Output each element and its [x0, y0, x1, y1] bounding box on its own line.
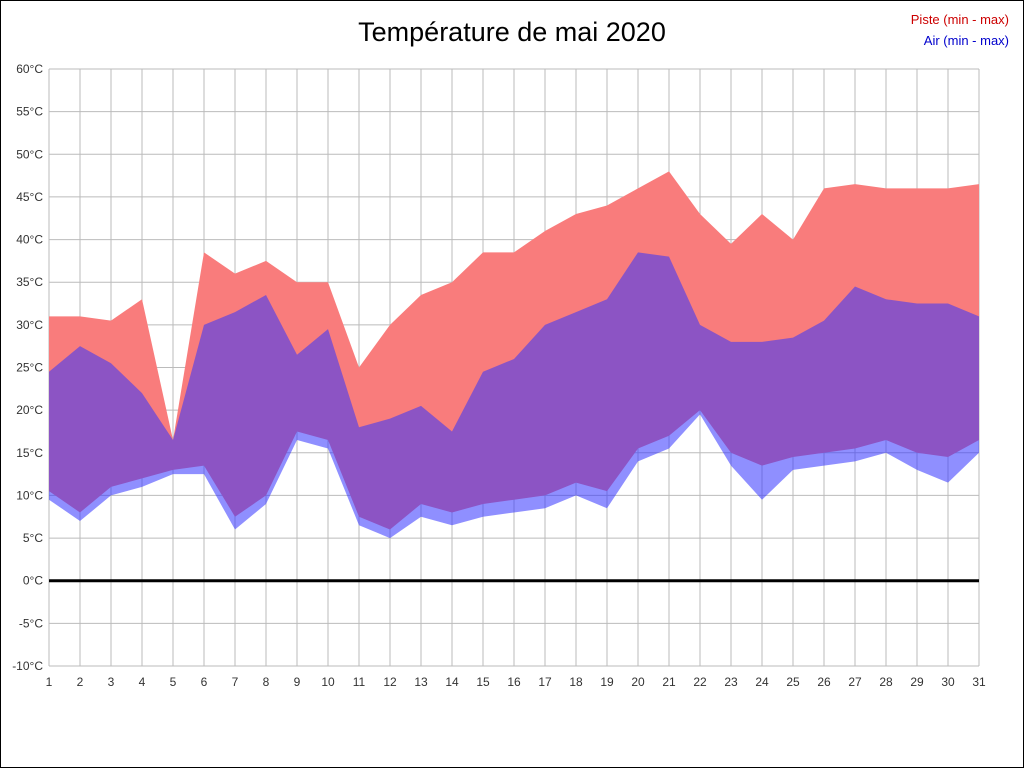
- svg-text:6: 6: [201, 675, 208, 689]
- svg-text:10: 10: [321, 675, 335, 689]
- svg-text:11: 11: [353, 675, 366, 689]
- svg-text:9: 9: [294, 675, 301, 689]
- svg-text:15°C: 15°C: [16, 446, 43, 460]
- svg-text:20°C: 20°C: [16, 403, 43, 417]
- svg-text:25: 25: [786, 675, 800, 689]
- svg-text:8: 8: [263, 675, 270, 689]
- svg-text:31: 31: [972, 675, 986, 689]
- legend-air: Air (min - max): [923, 33, 1009, 48]
- svg-text:17: 17: [538, 675, 552, 689]
- svg-text:14: 14: [445, 675, 459, 689]
- svg-text:12: 12: [383, 675, 397, 689]
- svg-text:20: 20: [631, 675, 645, 689]
- svg-text:4: 4: [139, 675, 146, 689]
- svg-text:3: 3: [108, 675, 115, 689]
- svg-text:10°C: 10°C: [16, 488, 43, 502]
- svg-text:45°C: 45°C: [16, 190, 43, 204]
- svg-text:28: 28: [879, 675, 893, 689]
- svg-text:16: 16: [507, 675, 521, 689]
- svg-text:55°C: 55°C: [16, 105, 43, 119]
- svg-text:26: 26: [817, 675, 831, 689]
- svg-text:50°C: 50°C: [16, 147, 43, 161]
- svg-text:60°C: 60°C: [16, 62, 43, 76]
- legend: Piste (min - max) Air (min - max): [911, 9, 1009, 51]
- svg-text:23: 23: [724, 675, 738, 689]
- svg-text:15: 15: [476, 675, 490, 689]
- svg-text:1: 1: [46, 675, 53, 689]
- svg-text:7: 7: [232, 675, 239, 689]
- svg-text:35°C: 35°C: [16, 275, 43, 289]
- svg-text:30: 30: [941, 675, 955, 689]
- svg-text:19: 19: [600, 675, 614, 689]
- svg-text:40°C: 40°C: [16, 233, 43, 247]
- svg-text:25°C: 25°C: [16, 361, 43, 375]
- svg-text:30°C: 30°C: [16, 318, 43, 332]
- svg-text:22: 22: [693, 675, 707, 689]
- svg-text:18: 18: [569, 675, 583, 689]
- svg-text:5: 5: [170, 675, 177, 689]
- svg-text:24: 24: [755, 675, 769, 689]
- svg-text:-10°C: -10°C: [12, 659, 43, 673]
- chart-title: Température de mai 2020: [358, 17, 666, 47]
- svg-text:5°C: 5°C: [23, 531, 43, 545]
- svg-text:29: 29: [910, 675, 924, 689]
- svg-text:21: 21: [662, 675, 676, 689]
- legend-piste: Piste (min - max): [910, 12, 1009, 27]
- svg-text:27: 27: [848, 675, 862, 689]
- svg-text:13: 13: [414, 675, 428, 689]
- svg-text:2: 2: [77, 675, 84, 689]
- svg-text:0°C: 0°C: [23, 574, 43, 588]
- svg-text:-5°C: -5°C: [19, 616, 43, 630]
